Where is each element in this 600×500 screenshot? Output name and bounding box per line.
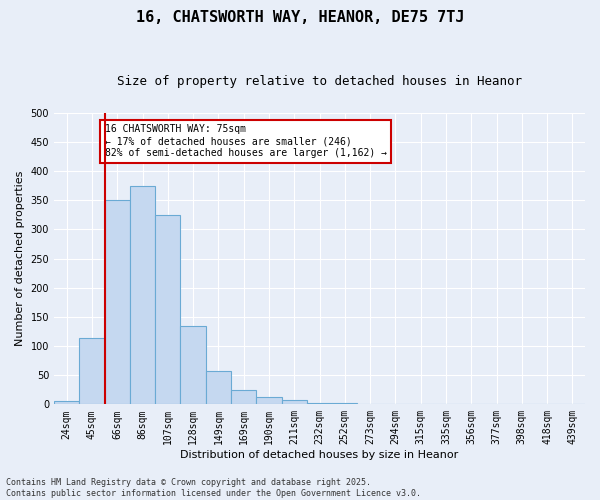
Bar <box>332 403 358 404</box>
X-axis label: Distribution of detached houses by size in Heanor: Distribution of detached houses by size … <box>181 450 458 460</box>
Bar <box>54 402 79 404</box>
Bar <box>104 200 130 404</box>
Title: Size of property relative to detached houses in Heanor: Size of property relative to detached ho… <box>117 75 522 88</box>
Bar <box>130 186 155 404</box>
Y-axis label: Number of detached properties: Number of detached properties <box>15 171 25 346</box>
Bar <box>155 215 181 404</box>
Bar <box>79 338 104 404</box>
Bar <box>231 390 256 404</box>
Bar <box>281 400 307 404</box>
Bar <box>307 402 332 404</box>
Bar <box>206 371 231 404</box>
Bar <box>181 326 206 404</box>
Bar <box>256 398 281 404</box>
Text: 16 CHATSWORTH WAY: 75sqm
← 17% of detached houses are smaller (246)
82% of semi-: 16 CHATSWORTH WAY: 75sqm ← 17% of detach… <box>104 124 386 158</box>
Text: Contains HM Land Registry data © Crown copyright and database right 2025.
Contai: Contains HM Land Registry data © Crown c… <box>6 478 421 498</box>
Text: 16, CHATSWORTH WAY, HEANOR, DE75 7TJ: 16, CHATSWORTH WAY, HEANOR, DE75 7TJ <box>136 10 464 25</box>
